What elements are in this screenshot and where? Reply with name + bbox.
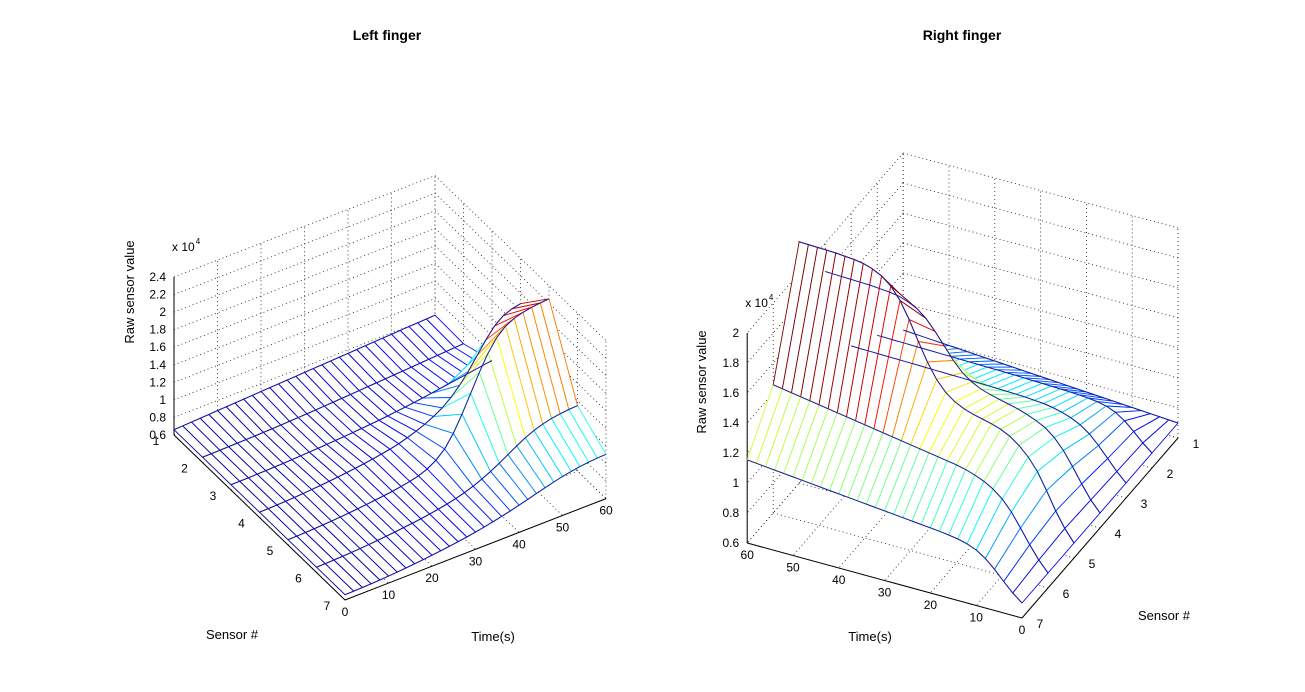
left-z-tick-label: 1: [159, 393, 166, 407]
left-x-axis-label: Time(s): [471, 629, 515, 644]
left-sensor-axis: [173, 434, 346, 601]
left-y-tick-label: 1: [153, 434, 160, 448]
right-sensor-series-line: [851, 345, 1127, 484]
left-sensor-series-line: [316, 405, 578, 568]
left-grid-line: [173, 175, 436, 278]
left-z-tick-label: 2: [159, 305, 166, 319]
left-sensor-series-line: [344, 453, 607, 596]
left-z-tick-label: 1.6: [149, 340, 166, 354]
left-sensor-series-line: [230, 360, 493, 486]
left-x-tick-label: 0: [342, 605, 349, 619]
left-x-tick-label: 50: [556, 521, 570, 535]
left-sensor-series-line: [259, 303, 521, 513]
right-x-tick-label: 50: [786, 561, 800, 575]
left-grid-line: [173, 210, 436, 313]
right-x-tick-label: 40: [832, 573, 846, 587]
left-z-axis-label: Raw sensor value: [122, 240, 137, 343]
right-grid-line: [903, 152, 1179, 229]
left-x-tick-label: 30: [469, 554, 483, 568]
right-chart-title: Right finger: [923, 27, 1002, 43]
right-axes: [746, 333, 1179, 619]
left-z-tick-label: 1.2: [149, 375, 166, 389]
left-axes: [173, 277, 607, 601]
right-sensor-series-line: [747, 459, 1023, 604]
left-chart-title: Left finger: [353, 27, 422, 43]
right-z-tick-label: 1.6: [723, 386, 740, 400]
right-sensor-series-line: [903, 329, 1179, 424]
left-y-tick-label: 5: [267, 544, 274, 558]
right-y-tick-label: 6: [1063, 587, 1070, 601]
left-time-axis: [344, 498, 607, 601]
left-tick-labels: 0 10 20 30 40 50 60 1 2 3 4 5 6 7 0.6 0.8 1 1.2 1.4 1.6 1.8 2…: [149, 237, 613, 619]
right-y-tick-label: 7: [1037, 617, 1044, 631]
left-sensor-series-line: [287, 298, 550, 541]
right-mesh: [746, 240, 1179, 604]
right-x-tick-label: 10: [970, 611, 984, 625]
left-y-tick-label: 2: [181, 462, 188, 476]
right-y-tick-label: 1: [1193, 437, 1200, 451]
right-y-tick-label: 5: [1089, 557, 1096, 571]
left-grid-line: [173, 227, 436, 331]
right-x-tick-label: 0: [1019, 623, 1026, 637]
right-exponent-label: x 10: [745, 296, 768, 310]
right-z-tick-label: 1.4: [723, 416, 740, 430]
right-z-tick-label: 1: [733, 476, 740, 490]
left-z-tick-label: 1.8: [149, 323, 166, 337]
right-z-axis-label: Raw sensor value: [694, 330, 709, 433]
right-x-tick-label: 30: [878, 586, 892, 600]
right-z-tick-label: 2: [733, 326, 740, 340]
left-x-tick-label: 40: [512, 537, 526, 551]
left-x-tick-label: 10: [382, 588, 396, 602]
left-x-tick-label: 20: [425, 571, 439, 585]
right-time-axis: [747, 542, 1023, 619]
right-tick-labels: 0 10 20 30 40 50 60 1 2 3 4 5 6 7 0.6 0.8 1 1.2 1.4 1.6 1.8 2…: [723, 293, 1200, 637]
left-exponent-power: 4: [196, 237, 201, 246]
right-x-tick-label: 20: [924, 598, 938, 612]
right-sensor-series-line: [877, 334, 1153, 454]
right-sensor-series-line: [799, 241, 1075, 544]
left-z-tick-label: 0.6: [149, 428, 166, 442]
right-exponent-power: 4: [769, 293, 774, 302]
left-grid-line: [173, 263, 436, 366]
left-sensor-series-line: [173, 314, 436, 431]
left-z-tick-label: 2.4: [149, 270, 166, 284]
left-y-axis-label: Sensor #: [206, 627, 259, 642]
right-sensor-series-line: [825, 271, 1101, 514]
left-sensor-series-line: [202, 343, 464, 458]
right-y-tick-label: 3: [1141, 497, 1148, 511]
left-grid-line: [173, 298, 436, 401]
right-z-tick-label: 1.2: [723, 446, 740, 460]
left-y-tick-label: 6: [295, 572, 302, 586]
left-y-tick-label: 4: [238, 517, 245, 531]
left-finger-plot: Left finger 0 10 20 30 40 50 60 1 2 3 4 5 6 7 0.6 0.8 1 1…: [122, 27, 613, 644]
right-sensor-series-line: [773, 384, 1049, 574]
right-x-tick-label: 60: [741, 548, 755, 562]
right-y-tick-label: 2: [1167, 467, 1174, 481]
left-x-tick-label: 60: [599, 504, 613, 518]
right-y-axis-label: Sensor #: [1138, 608, 1191, 623]
left-z-tick-label: 1.4: [149, 358, 166, 372]
right-finger-plot: Right finger 0 10 20 30 40 50 60 1 2 3 4 5 6 7 0.6 0.8 1…: [694, 27, 1200, 644]
right-z-tick-label: 1.8: [723, 356, 740, 370]
left-mesh: [173, 298, 607, 596]
left-z-tick-label: 0.8: [149, 410, 166, 424]
left-y-tick-label: 3: [210, 489, 217, 503]
left-grid-line: [173, 315, 436, 418]
left-z-tick-label: 2.2: [149, 288, 166, 302]
right-x-axis-label: Time(s): [848, 629, 892, 644]
left-y-tick-label: 7: [324, 599, 331, 613]
right-z-tick-label: 0.6: [723, 536, 740, 550]
right-y-tick-label: 4: [1115, 527, 1122, 541]
right-sensor-axis: [1021, 437, 1179, 619]
left-exponent-label: x 10: [172, 240, 195, 254]
left-grid-line: [173, 245, 436, 348]
right-z-tick-label: 0.8: [723, 506, 740, 520]
